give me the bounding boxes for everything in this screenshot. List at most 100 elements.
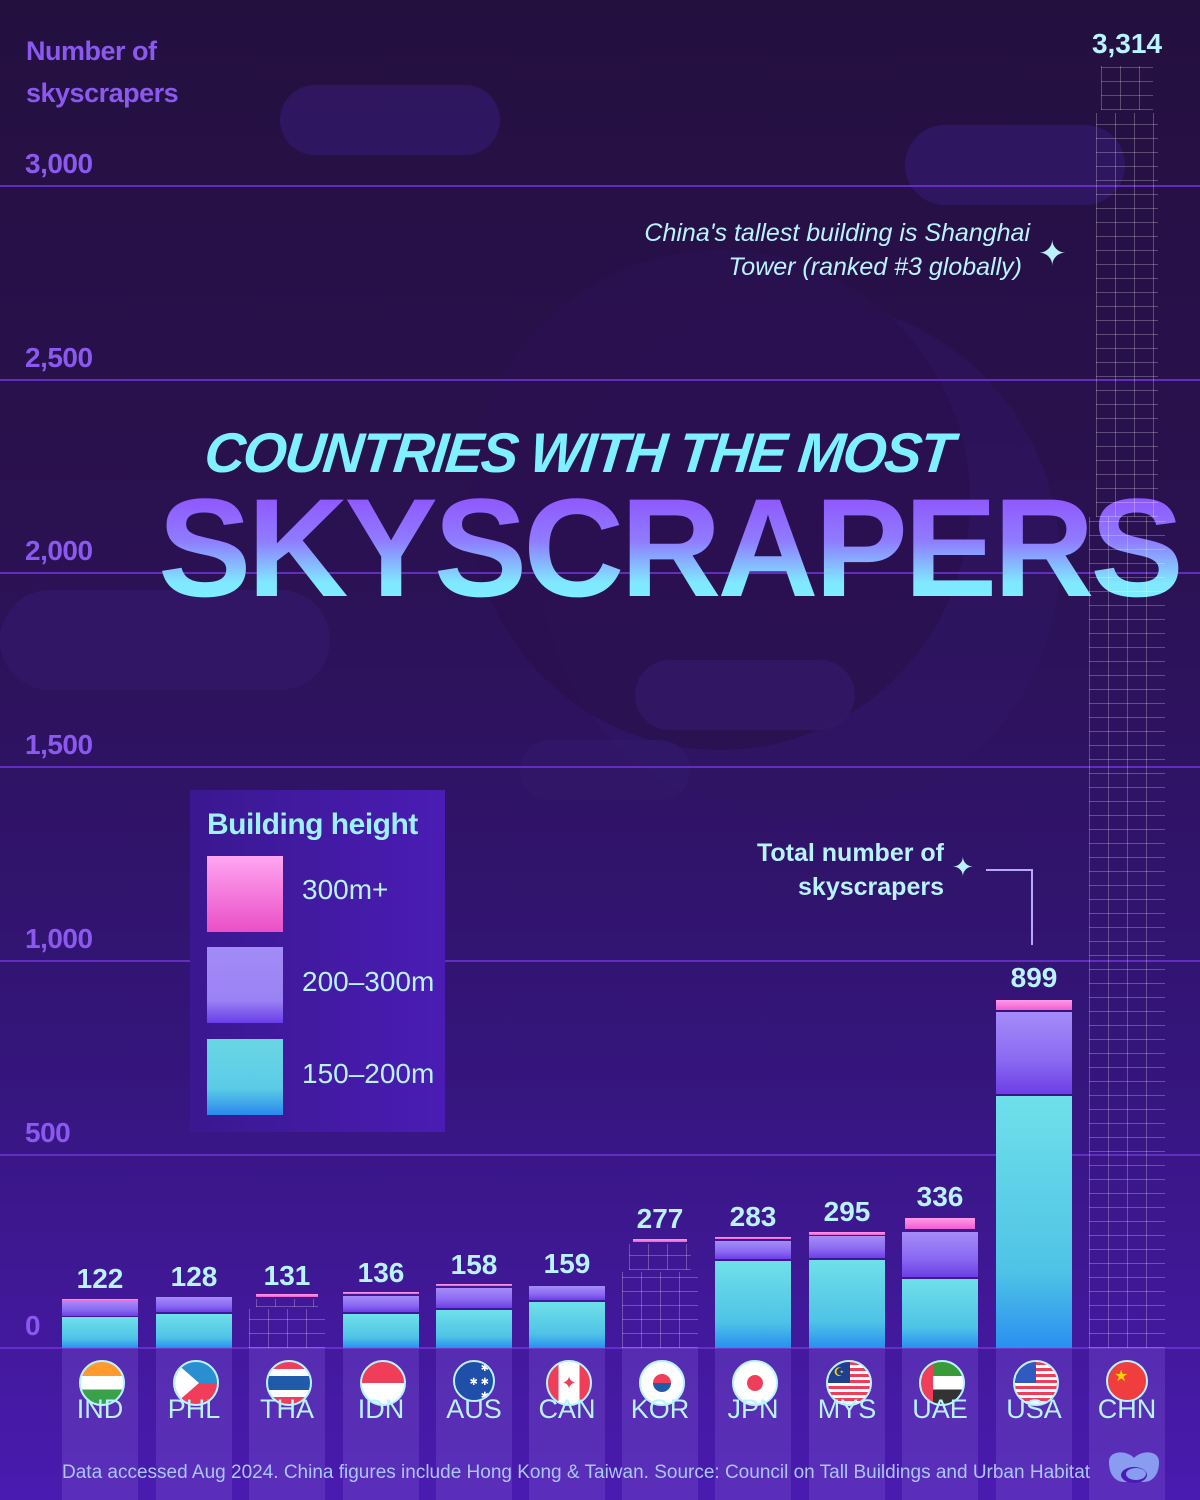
brand-logo-icon xyxy=(1109,1452,1159,1483)
y-axis-title-line2: skyscrapers xyxy=(26,78,179,108)
china-annotation-line1: China's tallest building is Shanghai xyxy=(644,219,1030,247)
x-cell-phl: PHL xyxy=(156,1348,232,1500)
chart-title-line2: SKYSCRAPERS xyxy=(158,469,1184,626)
x-label-phl: PHL xyxy=(167,1394,221,1424)
segment-200-300m xyxy=(343,1296,419,1312)
india-flag-icon xyxy=(79,1360,125,1406)
sparkle-icon: ✦ xyxy=(952,852,974,882)
value-label-kor: 277 xyxy=(636,1203,684,1234)
bar-usa[interactable] xyxy=(996,1000,1072,1348)
bar-ind[interactable] xyxy=(62,1299,138,1348)
segment-200-300m xyxy=(715,1241,791,1259)
thailand-flag-icon xyxy=(266,1360,312,1406)
japan-flag-icon xyxy=(732,1360,778,1406)
segment-150-200m xyxy=(715,1261,791,1348)
total-annotation-line1: Total number of xyxy=(756,839,944,867)
segment-300m-plus xyxy=(62,1299,138,1301)
bar-aus[interactable] xyxy=(436,1284,512,1348)
gridline-3000 xyxy=(0,185,1200,187)
x-label-uae: UAE xyxy=(912,1394,968,1424)
segment-150-200m xyxy=(343,1314,419,1348)
x-label-chn: CHN xyxy=(1097,1394,1157,1424)
x-cell-usa: USA xyxy=(996,1348,1072,1500)
value-label-aus: 158 xyxy=(450,1249,498,1280)
x-label-tha: THA xyxy=(260,1394,314,1424)
legend-label-150-200m: 150–200m xyxy=(302,1058,435,1089)
bar-tha[interactable] xyxy=(249,1294,325,1348)
cloud-decoration xyxy=(635,660,855,730)
flag-hoist-bar xyxy=(921,1362,933,1404)
segment-150-200m xyxy=(529,1302,605,1348)
y-tick-0: 0 xyxy=(25,1310,41,1341)
gridline-500 xyxy=(0,1154,1200,1156)
bar-chn[interactable] xyxy=(1089,66,1165,1348)
x-cell-can: ✦ CAN xyxy=(529,1348,605,1500)
sun-circle xyxy=(747,1375,763,1391)
x-label-ind: IND xyxy=(76,1394,124,1424)
bar-uae[interactable] xyxy=(902,1218,978,1348)
value-label-ind: 122 xyxy=(76,1263,124,1294)
taegeuk-circle xyxy=(653,1374,671,1392)
bar-idn[interactable] xyxy=(343,1292,419,1348)
segment-150-200m xyxy=(622,1272,698,1348)
y-axis-title-line1: Number of xyxy=(26,36,157,66)
legend-swatch-150-200m xyxy=(207,1039,283,1115)
value-label-usa: 899 xyxy=(1010,962,1058,993)
x-label-kor: KOR xyxy=(630,1394,690,1424)
canada-flag-icon: ✦ xyxy=(546,1360,592,1406)
x-cell-aus: ✱ ✱ ✱ ✱ AUS xyxy=(436,1348,512,1500)
china-annotation: China's tallest building is Shanghai Tow… xyxy=(600,216,1030,284)
y-tick-500: 500 xyxy=(25,1117,71,1148)
malaysia-flag-icon: ☪ xyxy=(826,1360,872,1406)
segment-200-300m xyxy=(436,1288,512,1308)
annotation-leader-line-horizontal xyxy=(986,869,1032,871)
cloud-decoration xyxy=(520,740,690,800)
segment-300m-plus xyxy=(256,1294,318,1297)
segment-150-200m xyxy=(249,1309,325,1348)
segment-150-200m xyxy=(996,1096,1072,1348)
value-label-mys: 295 xyxy=(823,1196,871,1227)
x-cell-ind: IND xyxy=(62,1348,138,1500)
segment-150-200m xyxy=(902,1279,978,1348)
segment-200-300m xyxy=(629,1244,691,1270)
sparkle-icon: ✦ xyxy=(1038,235,1067,273)
segment-300m-plus xyxy=(436,1284,512,1286)
bar-can[interactable] xyxy=(529,1286,605,1348)
segment-300m-plus xyxy=(343,1292,419,1294)
segment-150-200m xyxy=(809,1260,885,1348)
segment-200-300m xyxy=(529,1286,605,1300)
x-cell-kor: KOR xyxy=(622,1348,698,1500)
y-axis-title: Number of skyscrapers xyxy=(26,30,179,114)
cloud-decoration xyxy=(0,590,330,690)
value-label-chn: 3,314 xyxy=(1091,28,1163,59)
value-label-jpn: 283 xyxy=(729,1201,777,1232)
x-cell-uae: UAE xyxy=(902,1348,978,1500)
bar-jpn[interactable] xyxy=(715,1237,791,1348)
segment-200-300m xyxy=(1096,113,1158,517)
gridline-2500 xyxy=(0,379,1200,381)
gridline-2000 xyxy=(0,572,1200,574)
segment-300m-plus xyxy=(809,1232,885,1235)
segment-150-200m xyxy=(436,1310,512,1348)
korea-flag-icon xyxy=(639,1360,685,1406)
flag-canton xyxy=(1015,1362,1036,1383)
segment-300m-plus xyxy=(1101,66,1153,110)
indonesia-flag-icon xyxy=(360,1360,406,1406)
y-tick-1000: 1,000 xyxy=(25,923,93,954)
segment-200-300m xyxy=(809,1236,885,1258)
x-cell-tha: THA xyxy=(249,1348,325,1500)
bar-kor[interactable] xyxy=(622,1239,698,1348)
bar-mys[interactable] xyxy=(809,1232,885,1348)
china-annotation-line2: Tower (ranked #3 globally) xyxy=(728,253,1022,281)
australia-flag-icon: ✱ ✱ ✱ ✱ xyxy=(453,1360,495,1402)
value-label-phl: 128 xyxy=(170,1261,218,1292)
value-label-idn: 136 xyxy=(357,1257,405,1288)
philippines-flag-icon xyxy=(173,1360,219,1406)
segment-150-200m xyxy=(1089,517,1165,1348)
segment-150-200m xyxy=(62,1317,138,1348)
segment-200-300m xyxy=(996,1012,1072,1094)
segment-150-200m xyxy=(156,1314,232,1348)
segment-300m-plus xyxy=(905,1218,975,1229)
bar-phl[interactable] xyxy=(156,1297,232,1348)
x-cell-jpn: JPN xyxy=(715,1348,791,1500)
